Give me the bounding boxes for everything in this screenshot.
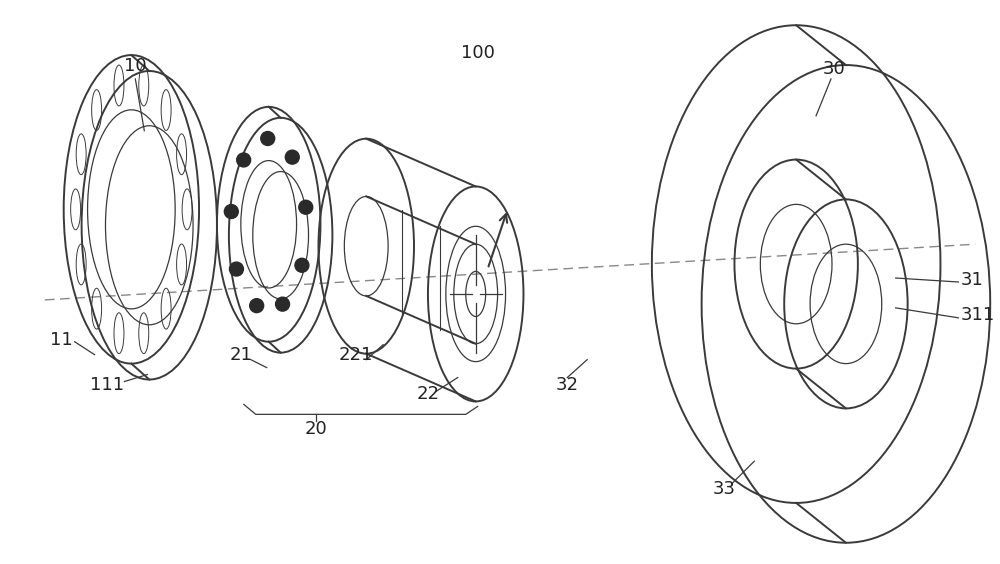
Circle shape [224, 205, 238, 218]
Circle shape [261, 131, 275, 146]
Text: 20: 20 [305, 420, 328, 438]
Text: 21: 21 [229, 346, 252, 364]
Text: 32: 32 [556, 376, 579, 394]
Circle shape [276, 297, 290, 311]
Text: 30: 30 [823, 60, 845, 78]
Text: 33: 33 [713, 480, 736, 498]
Circle shape [229, 262, 243, 276]
Text: 311: 311 [960, 306, 995, 324]
Text: 221: 221 [339, 346, 373, 364]
Circle shape [285, 150, 299, 164]
Circle shape [299, 200, 313, 214]
Text: 31: 31 [960, 271, 983, 289]
Circle shape [250, 299, 264, 312]
Circle shape [295, 258, 309, 272]
Text: 111: 111 [90, 376, 125, 394]
Text: 10: 10 [124, 57, 147, 75]
Text: 11: 11 [50, 331, 73, 349]
Text: 22: 22 [416, 385, 439, 403]
Circle shape [237, 153, 251, 167]
Text: 100: 100 [461, 44, 495, 62]
